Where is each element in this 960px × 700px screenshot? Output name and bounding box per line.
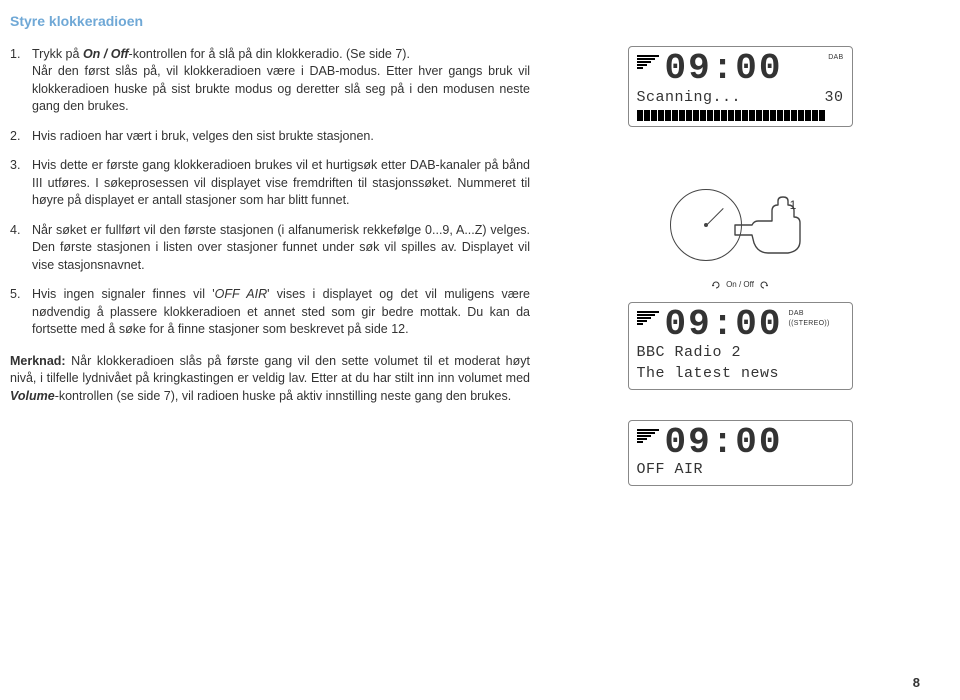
lcd-mode: DAB ((STEREO)) bbox=[789, 309, 844, 329]
step-1: 1. Trykk på On / Off-kontrollen for å sl… bbox=[10, 46, 530, 116]
note-paragraph: Merknad: Når klokkeradioen slås på først… bbox=[10, 353, 530, 406]
arrow-ccw-icon bbox=[756, 281, 768, 289]
step-number: 2. bbox=[10, 128, 32, 146]
dial-figure: 1 On / Off bbox=[670, 183, 810, 290]
lcd-line3: The latest news bbox=[637, 363, 844, 384]
step-number: 5. bbox=[10, 286, 32, 339]
lcd-line2-left: Scanning... bbox=[637, 87, 742, 108]
on-off-label: On / Off bbox=[712, 279, 768, 290]
lcd-time: 09:00 bbox=[665, 53, 823, 85]
signal-icon bbox=[637, 311, 659, 325]
lcd-time: 09:00 bbox=[665, 427, 838, 459]
lcd-line2-right: 30 bbox=[824, 87, 843, 108]
step-body: Hvis ingen signaler finnes vil 'OFF AIR'… bbox=[32, 286, 530, 339]
step-body: Trykk på On / Off-kontrollen for å slå p… bbox=[32, 46, 530, 116]
signal-icon bbox=[637, 429, 659, 443]
step-5: 5. Hvis ingen signaler finnes vil 'OFF A… bbox=[10, 286, 530, 339]
lcd-screen-offair: 09:00 OFF AIR bbox=[628, 420, 853, 486]
content-columns: 1. Trykk på On / Off-kontrollen for å sl… bbox=[10, 46, 920, 486]
lcd-time: 09:00 bbox=[665, 309, 783, 341]
lcd-progress-bar bbox=[637, 110, 844, 121]
text-column: 1. Trykk på On / Off-kontrollen for å sl… bbox=[10, 46, 530, 486]
signal-icon bbox=[637, 55, 659, 69]
step-body: Hvis dette er første gang klokkeradioen … bbox=[32, 157, 530, 210]
step-2: 2. Hvis radioen har vært i bruk, velges … bbox=[10, 128, 530, 146]
page-number: 8 bbox=[913, 674, 920, 692]
step-number: 3. bbox=[10, 157, 32, 210]
figure-column: 09:00 DAB Scanning... 30 1 bbox=[560, 46, 920, 486]
on-off-text: On / Off bbox=[726, 280, 754, 289]
arrow-cw-icon bbox=[712, 281, 724, 289]
callout-number: 1 bbox=[781, 193, 805, 217]
step-3: 3. Hvis dette er første gang klokkeradio… bbox=[10, 157, 530, 210]
lcd-line2: BBC Radio 2 bbox=[637, 342, 844, 363]
step-body: Når søket er fullført vil den første sta… bbox=[32, 222, 530, 275]
step-number: 1. bbox=[10, 46, 32, 116]
page-title: Styre klokkeradioen bbox=[10, 12, 920, 32]
step-4: 4. Når søket er fullført vil den første … bbox=[10, 222, 530, 275]
note-body: Når klokkeradioen slås på første gang vi… bbox=[10, 354, 530, 403]
lcd-screen-playing: 09:00 DAB ((STEREO)) BBC Radio 2 The lat… bbox=[628, 302, 853, 389]
step-body: Hvis radioen har vært i bruk, velges den… bbox=[32, 128, 530, 146]
steps-list: 1. Trykk på On / Off-kontrollen for å sl… bbox=[10, 46, 530, 339]
note-label: Merknad: bbox=[10, 354, 66, 368]
step-number: 4. bbox=[10, 222, 32, 275]
lcd-screen-scanning: 09:00 DAB Scanning... 30 bbox=[628, 46, 853, 127]
lcd-mode: DAB bbox=[828, 53, 843, 63]
